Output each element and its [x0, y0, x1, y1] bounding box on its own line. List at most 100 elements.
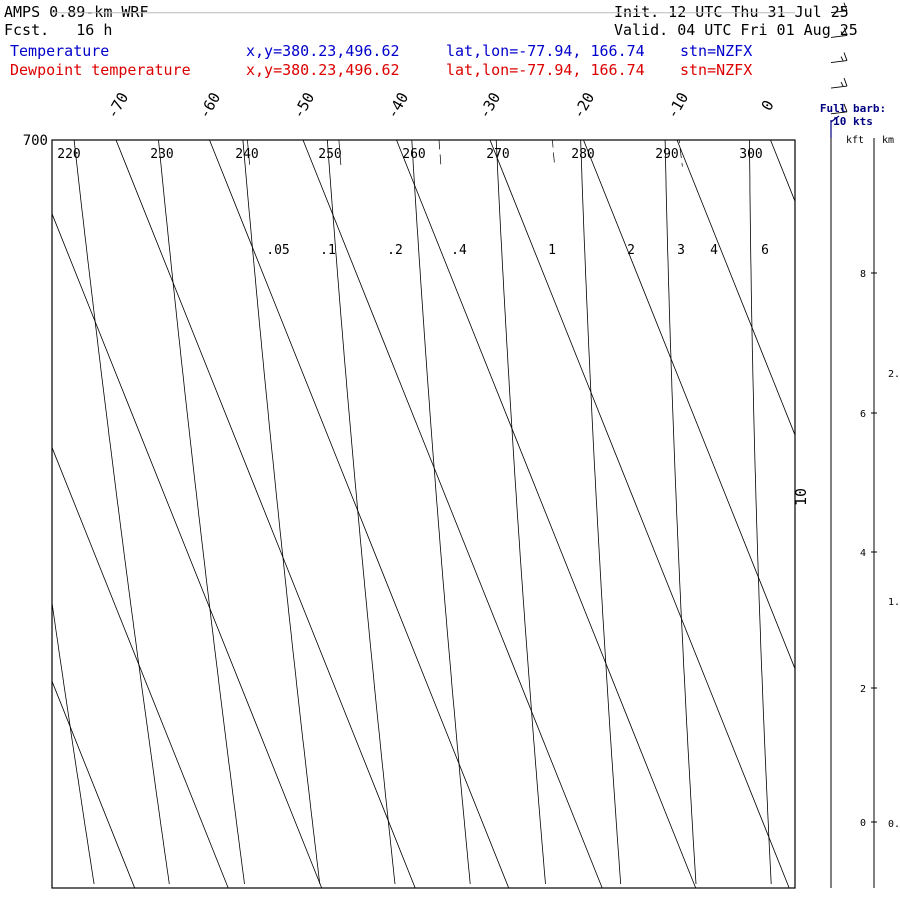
wind-barb-full [843, 52, 848, 61]
wind-barb-full [843, 77, 848, 87]
wind-barb-shaft [830, 85, 848, 89]
isotherm-top-label: -70 [103, 89, 132, 121]
theta-label: 260 [402, 147, 425, 162]
isotherm-line [52, 680, 136, 888]
theta-label: 290 [655, 147, 678, 162]
isotherm-top-label: -50 [289, 89, 318, 121]
dry-adiabat-line [0, 140, 19, 884]
theta-label: 300 [739, 147, 762, 162]
isotherm-top-label: -10 [663, 89, 692, 121]
height-kft-label: 0 [860, 818, 866, 829]
wind-barb-shaft [830, 35, 848, 38]
wind-barb-shaft [830, 111, 848, 115]
wind-header-km: km [882, 135, 894, 146]
moist-adiabat-line [338, 140, 342, 167]
height-kft-label: 6 [860, 409, 866, 420]
legend-dewpoint-latlon: lat,lon=-77.94, 166.74 [446, 61, 645, 79]
isotherm-line [52, 446, 229, 888]
wind-barb-full [843, 103, 848, 112]
temperature-profile-line [473, 140, 475, 141]
mixing-ratio-label: 6 [761, 243, 769, 258]
height-kft-label: 4 [860, 548, 866, 559]
wind-header-line1: Full barb: [820, 102, 886, 115]
mixing-ratio-label: 3 [677, 243, 685, 258]
wind-barb [830, 103, 848, 115]
wind-header-kft: kft [846, 135, 864, 146]
mixing-ratio-label: 4 [710, 243, 718, 258]
moist-adiabat-line [658, 0, 813, 167]
theta-label: 240 [235, 147, 258, 162]
wind-scale-barb-flag [830, 115, 840, 123]
height-km-label: 0. [888, 819, 900, 830]
dry-adiabat-line [52, 599, 95, 885]
dry-adiabat-line [580, 140, 622, 885]
isotherm-top-label: -40 [383, 89, 412, 121]
isotherm-line [583, 140, 795, 670]
isotherm-side-label: 10 [792, 488, 810, 506]
height-km-label: 2. [888, 369, 900, 380]
dry-adiabat-line [158, 140, 245, 885]
mixing-ratio-line [489, 0, 697, 38]
plot-frame [51, 139, 796, 889]
forecast-hour: Fcst. 16 h [4, 21, 112, 39]
legend-temperature-latlon: lat,lon=-77.94, 166.74 [446, 42, 645, 60]
height-kft-label: 8 [860, 269, 866, 280]
wind-header-line2: 10 kts [833, 115, 873, 128]
wind-barb-half [840, 31, 844, 36]
dry-adiabat-line [495, 140, 546, 885]
dry-adiabat-line [242, 140, 321, 885]
wind-barb [830, 27, 848, 38]
theta-label: 230 [150, 147, 173, 162]
wind-barb-half [840, 56, 844, 61]
dry-adiabat-line [73, 140, 170, 885]
init-time: Init. 12 UTC Thu 31 Jul 25 [614, 3, 849, 21]
wind-barb-full [843, 27, 848, 36]
mixing-ratio-line [93, 0, 314, 38]
wind-barb-half [840, 81, 844, 87]
legend-temperature-stn: stn=NZFX [680, 42, 753, 60]
isotherm-line [302, 140, 603, 888]
dry-adiabat-line [411, 140, 471, 885]
wind-barb-half [840, 107, 844, 113]
wind-barb-half [840, 6, 844, 11]
theta-label: 280 [571, 147, 594, 162]
mixing-ratio-line [323, 0, 537, 38]
mixing-ratio-label: .2 [387, 243, 403, 258]
dewpoint-profile-line [387, 140, 389, 141]
mixing-ratio-line [453, 0, 662, 38]
wind-barb-shaft [830, 60, 848, 64]
moist-adiabat-line [438, 140, 442, 167]
model-title: AMPS 0.89-km WRF [4, 3, 149, 21]
wind-barb-full [843, 2, 848, 11]
dry-adiabat-line [749, 140, 772, 885]
mixing-ratio-label: .05 [266, 243, 289, 258]
theta-label: 220 [57, 147, 80, 162]
dry-adiabat-line [664, 140, 697, 885]
mixing-ratio-label: .4 [451, 243, 467, 258]
wind-barb [830, 52, 848, 64]
pressure-tick-label: 700 [23, 133, 48, 149]
isotherm-line [52, 212, 323, 888]
isotherm-line [396, 140, 697, 888]
height-km-label: 1. [888, 597, 900, 608]
mixing-ratio-line [543, 0, 749, 38]
isotherm-line [0, 140, 41, 888]
isotherm-line [115, 140, 416, 888]
legend-dewpoint-name: Dewpoint temperature [10, 61, 191, 79]
isotherm-line [489, 140, 790, 888]
height-kft-label: 2 [860, 684, 866, 695]
mixing-ratio-line [403, 0, 614, 38]
isotherm-line [770, 140, 795, 203]
mixing-ratio-label: 1 [548, 243, 556, 258]
dry-adiabat-line [327, 140, 396, 885]
mixing-ratio-line [225, 0, 442, 38]
fcst-value: 16 h [76, 21, 113, 39]
isotherm-line [676, 140, 795, 437]
moist-adiabat-line [247, 140, 251, 167]
isotherm-top-label: 0 [758, 97, 778, 114]
legend-dewpoint-stn: stn=NZFX [680, 61, 753, 79]
wind-barb [830, 77, 848, 89]
wind-barb-shaft [830, 10, 848, 14]
isotherm-top-label: -20 [569, 89, 598, 121]
mixing-ratio-line [157, 0, 376, 38]
